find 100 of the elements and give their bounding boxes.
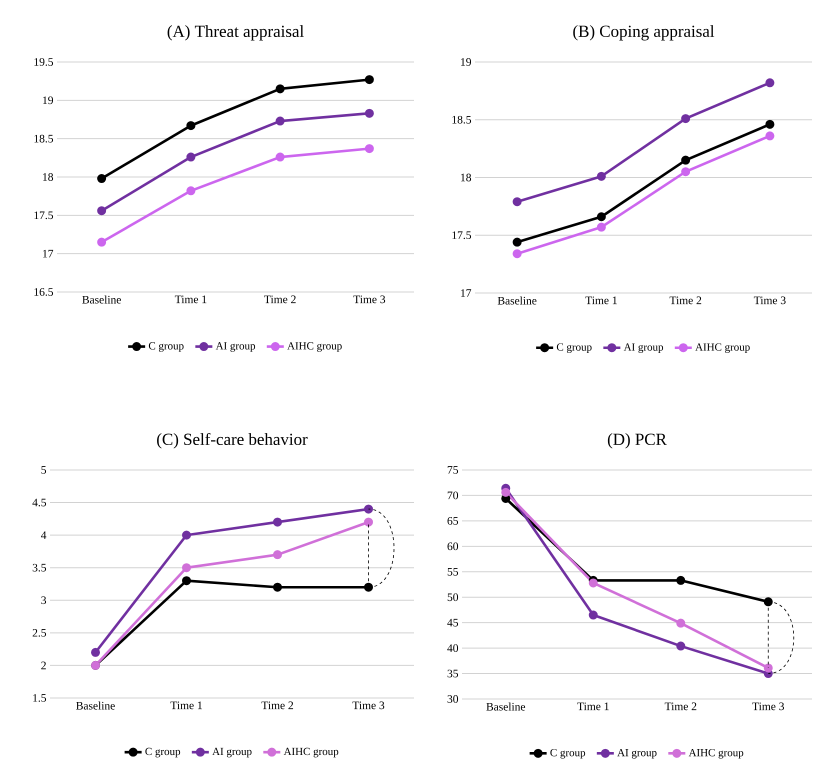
legend-label: AI group xyxy=(624,343,664,353)
point xyxy=(765,120,774,129)
point xyxy=(276,116,285,126)
legend-label: AIHC group xyxy=(695,343,750,353)
point xyxy=(681,114,690,124)
point xyxy=(364,582,374,592)
x-tick-label: Baseline xyxy=(76,702,115,710)
point xyxy=(186,186,196,196)
point xyxy=(512,249,522,258)
legend-label: C group xyxy=(148,342,184,352)
x-tick-label: Time 3 xyxy=(352,702,384,710)
y-tick-label: 18 xyxy=(461,174,472,182)
y-tick-label: 3 xyxy=(41,596,46,604)
point xyxy=(97,238,106,247)
x-tick-label: Time 2 xyxy=(264,296,296,304)
y-tick-label: 17 xyxy=(461,289,472,297)
x-tick-label: Time 1 xyxy=(577,702,609,710)
point xyxy=(182,576,192,586)
legend-label: AI group xyxy=(212,748,252,758)
point xyxy=(501,488,510,497)
legend-label: C group xyxy=(145,748,180,758)
point xyxy=(364,75,374,84)
x-tick-label: Time 3 xyxy=(353,296,386,304)
point xyxy=(182,530,192,540)
point xyxy=(676,642,686,651)
point xyxy=(681,156,690,165)
y-tick-label: 2.5 xyxy=(32,628,46,637)
y-tick-label: 17.5 xyxy=(452,231,472,240)
y-tick-label: 18 xyxy=(43,173,54,181)
point xyxy=(273,550,282,560)
x-tick-label: Time 1 xyxy=(170,702,202,710)
x-tick-label: Time 2 xyxy=(262,702,294,710)
point xyxy=(91,648,100,657)
point xyxy=(273,518,282,527)
point xyxy=(364,518,374,527)
point xyxy=(765,131,774,140)
x-tick-label: Time 1 xyxy=(174,296,206,304)
y-tick-label: 18.5 xyxy=(452,116,472,124)
point xyxy=(273,582,282,592)
point xyxy=(765,78,774,88)
y-tick-label: 5 xyxy=(41,466,46,474)
x-tick-label: Time 2 xyxy=(670,296,702,304)
y-tick-label: 50 xyxy=(448,593,458,602)
point xyxy=(512,238,522,247)
point xyxy=(681,167,690,176)
y-tick-label: 70 xyxy=(448,492,458,500)
y-tick-label: 55 xyxy=(448,568,458,576)
point xyxy=(588,578,598,588)
chart-title: (A) Threat appraisal xyxy=(168,25,304,40)
point xyxy=(676,576,686,585)
point xyxy=(764,597,773,606)
point xyxy=(97,174,106,184)
chart-title: (C) Self-care behavior xyxy=(157,432,308,448)
y-tick-label: 60 xyxy=(448,542,458,550)
y-tick-label: 4 xyxy=(40,531,46,539)
legend-label: C group xyxy=(550,748,586,759)
point xyxy=(596,212,606,222)
y-tick-label: 40 xyxy=(447,644,458,652)
y-tick-label: 17.5 xyxy=(34,211,54,220)
x-tick-label: Time 2 xyxy=(664,702,696,710)
point xyxy=(764,663,773,672)
point xyxy=(588,610,598,620)
legend-label: AI group xyxy=(617,748,657,759)
point xyxy=(676,618,686,628)
y-tick-label: 4.5 xyxy=(32,498,46,506)
point xyxy=(276,84,285,94)
x-tick-label: Baseline xyxy=(82,296,121,304)
y-tick-label: 75 xyxy=(448,466,458,474)
y-tick-label: 18.5 xyxy=(34,134,54,143)
y-tick-label: 19 xyxy=(43,96,54,104)
x-tick-label: Time 3 xyxy=(752,702,784,710)
y-tick-label: 19.5 xyxy=(34,58,54,66)
point xyxy=(182,563,192,572)
y-tick-label: 30 xyxy=(448,695,458,703)
x-tick-label: Time 3 xyxy=(754,296,786,304)
y-tick-label: 17 xyxy=(43,250,54,258)
x-tick-label: Time 1 xyxy=(585,296,617,304)
legend-label: AIHC group xyxy=(284,748,338,758)
point xyxy=(364,108,374,118)
legend-label: AI group xyxy=(216,342,256,352)
legend-label: C group xyxy=(556,343,592,353)
point xyxy=(364,504,374,514)
y-tick-label: 1.5 xyxy=(33,694,46,702)
point xyxy=(596,172,606,181)
y-tick-label: 45 xyxy=(447,618,458,626)
point xyxy=(512,197,522,206)
point xyxy=(596,222,606,232)
legend-label: AIHC group xyxy=(287,342,342,352)
y-tick-label: 65 xyxy=(448,517,458,525)
point xyxy=(186,121,196,130)
y-tick-label: 16.5 xyxy=(34,288,54,296)
y-tick-label: 35 xyxy=(448,670,458,678)
chart-title: (D) PCR xyxy=(608,433,667,448)
x-tick-label: Baseline xyxy=(498,296,536,305)
y-tick-label: 19 xyxy=(461,58,472,66)
y-tick-label: 3.5 xyxy=(32,564,46,572)
y-tick-label: 2 xyxy=(41,662,46,670)
legend-label: AIHC group xyxy=(688,748,744,759)
x-tick-label: Baseline xyxy=(486,702,526,711)
point xyxy=(276,152,285,162)
